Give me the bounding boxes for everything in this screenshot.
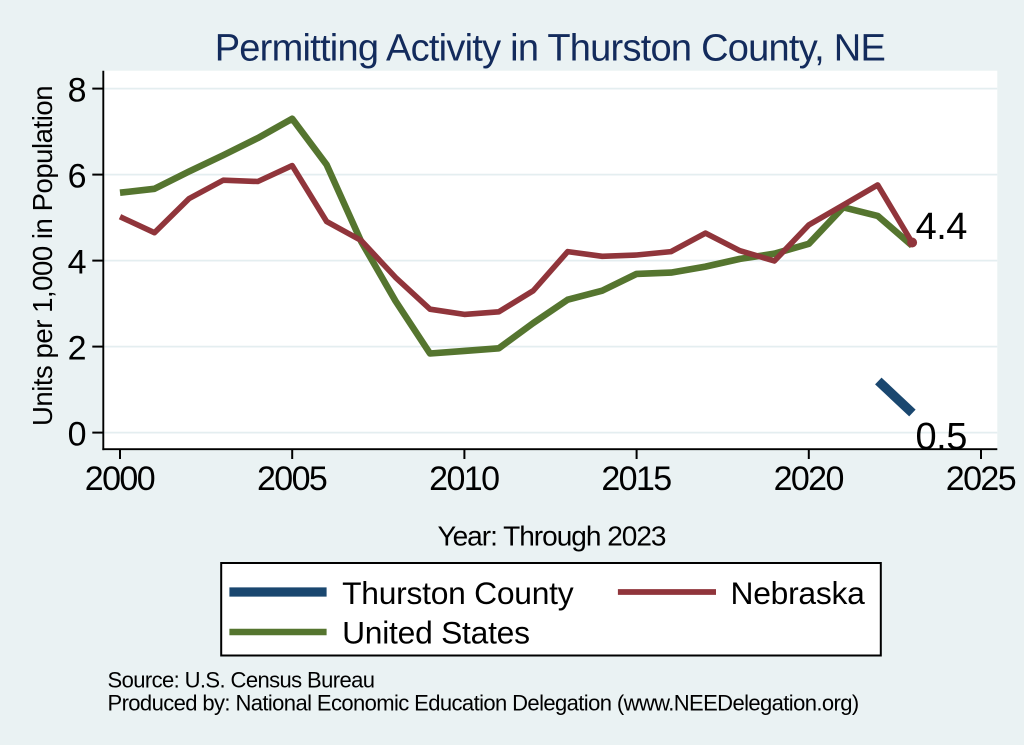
svg-text:0.5: 0.5 <box>916 416 967 458</box>
svg-text:6: 6 <box>68 158 87 196</box>
svg-text:2005: 2005 <box>257 460 327 498</box>
svg-text:2025: 2025 <box>946 460 1016 498</box>
svg-text:Year: Through 2023: Year: Through 2023 <box>438 520 666 551</box>
svg-text:8: 8 <box>68 72 87 110</box>
svg-text:United States: United States <box>342 614 530 650</box>
svg-text:Produced by: National Economic: Produced by: National Economic Education… <box>108 690 859 715</box>
svg-text:Source: U.S. Census Bureau: Source: U.S. Census Bureau <box>108 668 375 693</box>
svg-text:2: 2 <box>68 330 87 368</box>
svg-text:Permitting Activity in Thursto: Permitting Activity in Thurston County, … <box>215 27 885 69</box>
svg-text:4.4: 4.4 <box>916 206 968 248</box>
svg-text:2010: 2010 <box>429 460 499 498</box>
svg-text:4: 4 <box>68 244 87 282</box>
svg-text:Thurston County: Thurston County <box>342 575 574 611</box>
svg-text:Units per 1,000 in Population: Units per 1,000 in Population <box>27 86 58 426</box>
svg-text:2015: 2015 <box>601 460 671 498</box>
svg-text:0: 0 <box>68 416 87 454</box>
svg-text:2000: 2000 <box>85 460 155 498</box>
svg-text:Nebraska: Nebraska <box>731 575 866 611</box>
svg-text:2020: 2020 <box>774 460 844 498</box>
